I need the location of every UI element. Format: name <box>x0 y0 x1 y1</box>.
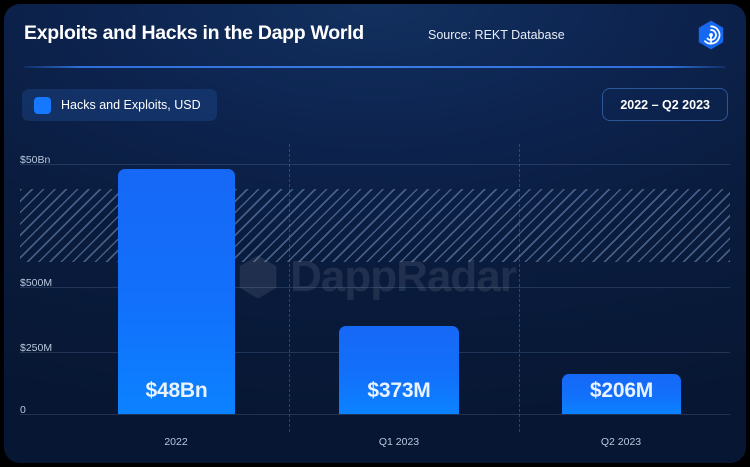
gridline-500m <box>20 287 730 288</box>
chart-card: Exploits and Hacks in the Dapp World Sou… <box>4 4 746 463</box>
bar-q1-2023[interactable]: $373M <box>339 326 459 414</box>
chart-header: Exploits and Hacks in the Dapp World Sou… <box>4 4 746 64</box>
chart-plot-area: $50Bn $500M $250M 0 DappRadar $48Bn $373… <box>4 134 746 463</box>
date-range-selector[interactable]: 2022 – Q2 2023 <box>602 88 728 121</box>
bar-q2-2023[interactable]: $206M <box>562 374 681 414</box>
page-title: Exploits and Hacks in the Dapp World <box>24 22 364 44</box>
date-range-label: 2022 – Q2 2023 <box>620 97 710 112</box>
category-separator-1 <box>289 144 290 432</box>
ytick-label-500m: $500M <box>20 277 53 289</box>
bar-value-q2-2023: $206M <box>589 379 654 402</box>
bar-2022[interactable]: $48Bn <box>118 169 235 414</box>
header-divider <box>24 66 726 68</box>
xtick-label-2022: 2022 <box>164 436 188 448</box>
xtick-label-q2-2023: Q2 2023 <box>600 436 642 448</box>
bar-value-q1-2023: $373M <box>367 379 431 402</box>
gridline-zero <box>20 414 730 415</box>
legend-hacks-and-exploits[interactable]: Hacks and Exploits, USD <box>22 89 217 121</box>
xtick-label-q1-2023: Q1 2023 <box>378 436 420 448</box>
ytick-label-50bn: $50Bn <box>20 154 51 166</box>
category-separator-2 <box>519 144 520 432</box>
chart-source-label: Source: REKT Database <box>428 28 565 42</box>
bar-value-2022: $48Bn <box>145 379 208 402</box>
legend-label: Hacks and Exploits, USD <box>61 98 201 112</box>
ytick-label-zero: 0 <box>20 404 26 416</box>
gridline-50bn <box>20 164 730 165</box>
dappradar-hex-logo-icon <box>695 19 727 51</box>
ytick-label-250m: $250M <box>20 342 53 354</box>
legend-color-swatch-icon <box>34 96 51 114</box>
